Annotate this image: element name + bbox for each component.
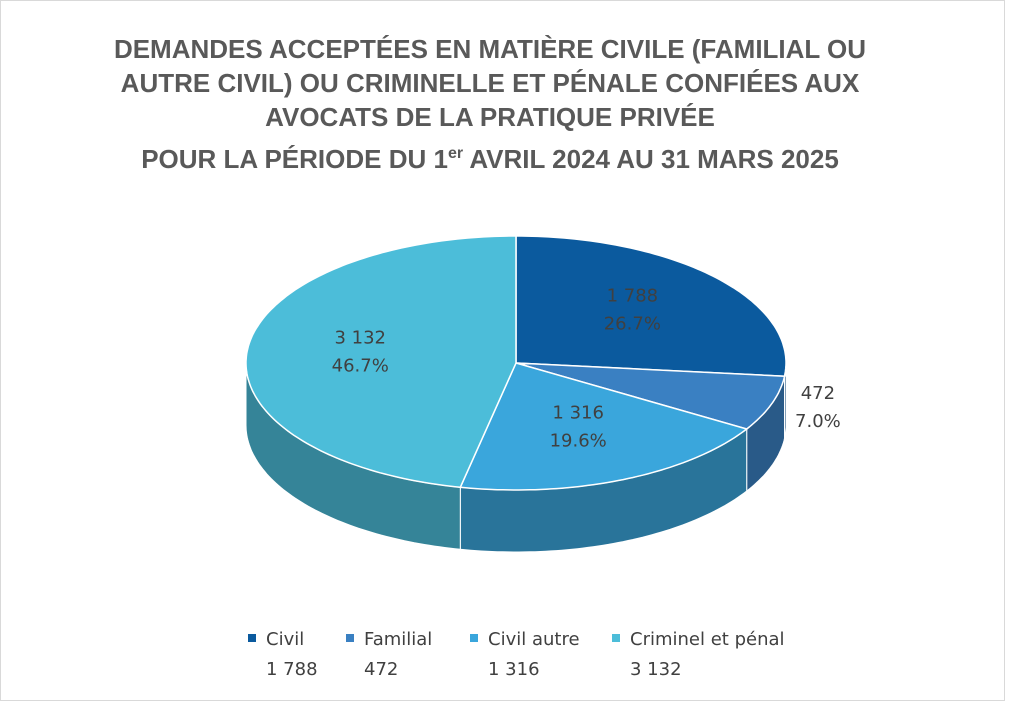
- pie-tops: [245, 235, 787, 491]
- subtitle: POUR LA PÉRIODE DU 1er AVRIL 2024 AU 31 …: [141, 144, 839, 174]
- data-label: 472: [801, 383, 835, 404]
- legend-marker: [470, 634, 478, 642]
- legend-marker: [612, 634, 620, 642]
- legend-value: 3 132: [630, 659, 682, 680]
- legend-marker: [248, 634, 256, 642]
- slice: [515, 362, 786, 430]
- data-label: 3 132: [334, 327, 386, 348]
- slice: [459, 362, 749, 491]
- title-line: AVOCATS DE LA PRATIQUE PRIVÉE: [265, 102, 715, 132]
- title: DEMANDES ACCEPTÉES EN MATIÈRE CIVILE (FA…: [114, 34, 866, 174]
- legend-label: Civil: [266, 629, 304, 650]
- data-label: 1 316: [552, 403, 604, 424]
- legend-label: Familial: [364, 629, 432, 650]
- subtitle-sup: er: [448, 145, 463, 162]
- subtitle-part: AVRIL 2024 AU 31 MARS 2025: [463, 144, 839, 174]
- legend-value: 1 316: [488, 659, 540, 680]
- legend-label: Civil autre: [488, 629, 580, 650]
- legend-value: 472: [364, 659, 398, 680]
- percent-label: 46.7%: [332, 355, 389, 376]
- title-line: AUTRE CIVIL) OU CRIMINELLE ET PÉNALE CON…: [121, 68, 860, 98]
- percent-label: 7.0%: [795, 411, 841, 432]
- legend-marker: [346, 634, 354, 642]
- title-line: DEMANDES ACCEPTÉES EN MATIÈRE CIVILE (FA…: [114, 34, 866, 64]
- legend: Civil 1 788 Familial 472 Civil autre 1 316 Cri…: [248, 629, 785, 680]
- percent-label: 26.7%: [604, 314, 661, 335]
- percent-label: 19.6%: [550, 431, 607, 452]
- legend-label: Criminel et pénal: [630, 629, 785, 650]
- subtitle-part: POUR LA PÉRIODE DU 1: [141, 144, 448, 174]
- legend-value: 1 788: [266, 659, 318, 680]
- slice: [245, 235, 517, 489]
- slice: [515, 235, 787, 377]
- data-label: 1 788: [607, 286, 659, 307]
